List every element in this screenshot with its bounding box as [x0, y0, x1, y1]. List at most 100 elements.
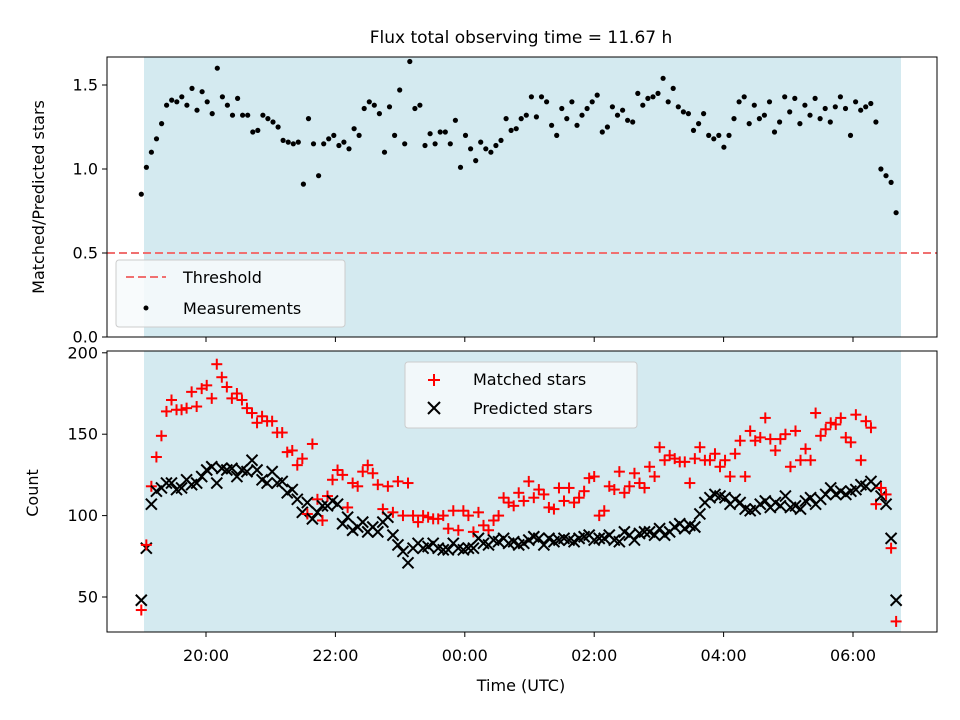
x-tick-label: 06:00: [830, 646, 876, 665]
measurement-point: [883, 173, 889, 179]
measurement-point: [675, 104, 681, 110]
measurement-point: [696, 121, 702, 127]
matched-star-point: [568, 497, 580, 509]
matched-star-point: [135, 604, 147, 616]
matched-star-point: [286, 444, 298, 456]
measurement-point: [194, 107, 200, 113]
matched-star-point: [382, 480, 394, 492]
measurement-point: [457, 164, 464, 170]
matched-star-point: [885, 542, 897, 554]
matched-star-point: [860, 415, 872, 427]
matched-star-point: [759, 412, 771, 424]
measurement-point: [756, 116, 763, 122]
measurement-point: [589, 99, 595, 105]
measurement-point: [564, 116, 570, 122]
measurement-point: [280, 137, 286, 143]
matched-star-point: [654, 441, 666, 453]
measurement-point: [650, 94, 656, 100]
matched-star-point: [825, 417, 837, 429]
matched-star-point: [729, 448, 741, 460]
measurement-point: [204, 99, 210, 105]
matched-star-point: [412, 516, 424, 528]
measurement-point: [503, 116, 509, 122]
top-y-axis: 0.0 0.5 1.0 1.5: [73, 76, 107, 347]
matched-star-point: [810, 407, 822, 419]
measurement-point: [741, 94, 747, 100]
measurement-point: [640, 102, 646, 108]
chart-title: Flux total observing time = 11.67 h: [370, 28, 673, 48]
bottom-legend: Matched stars Predicted stars: [404, 361, 638, 429]
matched-star-point: [543, 501, 555, 513]
measurement-point: [508, 127, 514, 133]
measurement-point: [478, 139, 484, 145]
measurement-point: [346, 146, 352, 152]
matched-star-point: [357, 466, 369, 478]
measurement-point: [721, 144, 727, 150]
predicted-star-point: [230, 470, 244, 483]
matched-star-point: [281, 446, 293, 458]
predicted-star-point: [653, 522, 666, 535]
predicted-star-point: [341, 511, 354, 524]
matched-star-point: [649, 471, 661, 483]
measurement-point: [706, 132, 712, 138]
measurement-point: [853, 99, 859, 105]
matched-star-point: [397, 510, 409, 522]
predicted-star-point: [613, 535, 626, 548]
matched-star-point: [845, 436, 857, 448]
predicted-star-point: [759, 494, 772, 508]
matched-star-point: [784, 461, 796, 473]
matched-star-point: [477, 519, 489, 531]
predicted-star-point: [175, 481, 188, 495]
matched-star-point: [316, 514, 328, 526]
measurement-point: [341, 139, 347, 145]
bottom-axes-frame: [106, 350, 938, 633]
measurement-point: [245, 112, 251, 118]
matched-star-point: [266, 415, 278, 427]
predicted-star-point: [688, 520, 702, 534]
measurement-point: [549, 122, 555, 128]
measurement-point: [827, 119, 833, 125]
measurement-point: [240, 112, 246, 118]
predicted-star-point: [733, 496, 747, 509]
predicted-star-point: [774, 499, 787, 513]
measurement-point: [533, 114, 540, 120]
legend-predicted-label: Predicted stars: [473, 399, 593, 418]
measurement-point: [250, 129, 256, 135]
matched-star-point: [417, 510, 429, 522]
matched-star-point: [528, 492, 540, 504]
matched-star-point: [150, 451, 162, 463]
measurement-point: [336, 142, 342, 149]
predicted-star-point: [165, 476, 178, 490]
measurement-point: [452, 117, 458, 123]
predicted-star-point: [819, 488, 832, 501]
x-tick-label: 00:00: [442, 646, 488, 665]
measurement-point: [645, 95, 651, 101]
predicted-star-point: [794, 502, 807, 516]
measurement-point: [189, 85, 195, 91]
predicted-star-point: [628, 533, 641, 547]
matched-star-point: [744, 425, 756, 437]
matched-star-point: [850, 409, 862, 421]
measurement-point: [554, 132, 560, 138]
measurement-point: [513, 126, 519, 132]
bottom-panel: 50 100 150 200 20:00 22:00 00:00 02:00 04:00 06:…: [23, 343, 938, 695]
matched-star-point: [306, 438, 318, 450]
measurement-point: [422, 142, 428, 149]
matched-star-point: [875, 482, 887, 494]
measurement-point: [174, 99, 180, 105]
measurement-point: [726, 132, 732, 138]
measurement-point: [143, 164, 149, 170]
matched-star-point: [181, 402, 193, 414]
matched-star-point: [291, 459, 303, 471]
predicted-star-point: [160, 476, 173, 490]
measurement-point: [488, 149, 494, 155]
measurement-point: [782, 94, 788, 100]
matched-star-point: [140, 539, 152, 551]
predicted-star-point: [145, 497, 158, 511]
measurement-point: [761, 112, 768, 118]
predicted-star-point: [336, 517, 349, 530]
matched-star-point: [880, 488, 892, 500]
matched-star-point: [588, 471, 600, 483]
predicted-star-point: [804, 491, 817, 504]
measurement-point: [797, 121, 803, 127]
